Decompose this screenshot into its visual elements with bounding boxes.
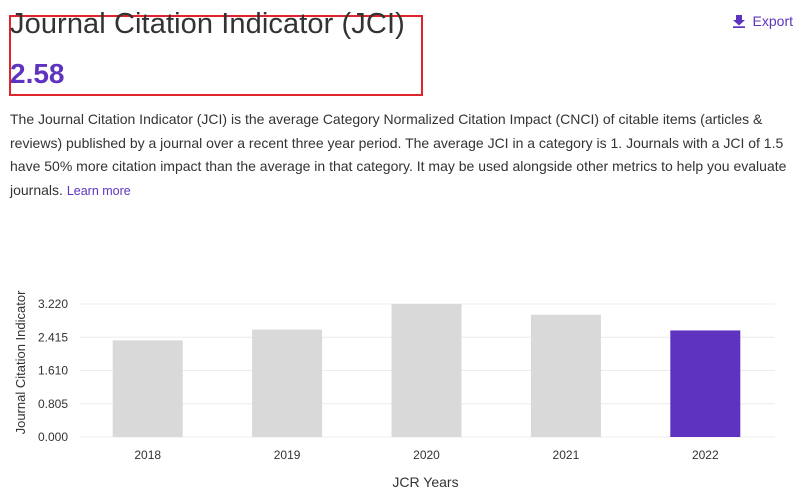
y-tick-label: 2.415: [38, 330, 68, 344]
description-text: The Journal Citation Indicator (JCI) is …: [10, 111, 787, 198]
bar-2021: [530, 314, 601, 437]
export-button[interactable]: Export: [732, 13, 793, 29]
download-icon: [732, 14, 745, 28]
y-tick-label: 0.805: [38, 397, 68, 411]
x-tick-label: 2021: [553, 448, 580, 462]
bar-2018: [112, 340, 183, 437]
highlight-annotation-box: [9, 15, 423, 96]
page-title: Journal Citation Indicator (JCI): [10, 8, 405, 40]
learn-more-link[interactable]: Learn more: [66, 183, 131, 198]
bar-2022: [670, 330, 741, 437]
bar-2020: [391, 304, 462, 437]
export-label: Export: [752, 13, 793, 29]
x-tick-label: 2022: [692, 448, 719, 462]
y-tick-label: 0.000: [38, 430, 68, 444]
x-axis-title: JCR Years: [392, 474, 458, 490]
jci-bar-chart: 0.000 0.805 1.610 2.415 3.220 2018 2019 2020 202…: [13, 290, 775, 490]
bar-2019: [252, 329, 323, 437]
description: The Journal Citation Indicator (JCI) is …: [10, 108, 790, 203]
y-tick-label: 1.610: [38, 364, 68, 378]
y-axis-title: Journal Citation Indicator: [13, 290, 28, 434]
x-tick-label: 2019: [274, 448, 301, 462]
x-tick-label: 2020: [413, 448, 440, 462]
x-tick-label: 2018: [134, 448, 161, 462]
jci-value: 2.58: [10, 58, 65, 89]
y-tick-label: 3.220: [38, 297, 68, 311]
